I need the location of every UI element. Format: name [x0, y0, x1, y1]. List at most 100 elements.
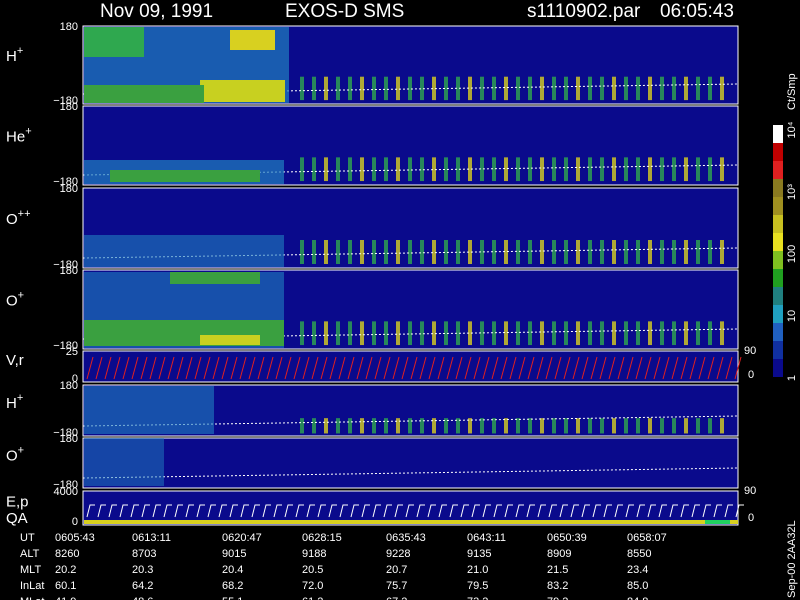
label-sup: + [17, 392, 23, 404]
colorbar-label: 10³ [786, 184, 798, 200]
streak [564, 418, 568, 434]
axis-bottom: −180 [53, 427, 78, 439]
streak [384, 321, 388, 346]
label-sup: + [18, 290, 24, 302]
streak [504, 240, 508, 264]
streak [396, 418, 400, 434]
streak [336, 240, 340, 264]
streak [336, 418, 340, 434]
streak [444, 418, 448, 434]
table-value: 8703 [132, 548, 156, 560]
streak [552, 240, 556, 264]
table-value: 0613:11 [132, 532, 171, 544]
streak [588, 157, 592, 182]
table-value: 0628:15 [302, 532, 342, 544]
streak [612, 240, 616, 264]
table-value: 0620:47 [222, 532, 262, 544]
table-value: 85.0 [627, 580, 648, 592]
streak [636, 76, 640, 101]
table-value: 0658:07 [627, 532, 667, 544]
streak [432, 240, 436, 264]
streak [588, 418, 592, 434]
streak [588, 321, 592, 346]
label-text: H [6, 48, 17, 65]
streak [528, 76, 532, 101]
streak [528, 157, 532, 182]
streak [660, 76, 664, 101]
streak [336, 321, 340, 346]
streak [708, 240, 712, 264]
streak [312, 418, 316, 434]
streak [576, 240, 580, 264]
colorbar-cell [773, 359, 783, 377]
streak [432, 321, 436, 346]
streak [600, 418, 604, 434]
streak [588, 240, 592, 264]
streak [660, 418, 664, 434]
streak [396, 157, 400, 182]
streak [348, 418, 352, 434]
instrument: EXOS-D SMS [285, 1, 404, 22]
streak [660, 240, 664, 264]
colorbar-cell [773, 197, 783, 215]
axis-right-bottom: 0 [748, 369, 754, 381]
label-sup: + [18, 445, 24, 457]
table-value: 0650:39 [547, 532, 587, 544]
streak [384, 418, 388, 434]
streak [612, 157, 616, 182]
table-label: MLT [20, 564, 41, 576]
panel-label: O+ [6, 445, 24, 465]
streak [708, 418, 712, 434]
panel-label: He+ [6, 126, 32, 146]
footer-code: Sep-00 2AA32L [786, 520, 798, 598]
streak [372, 240, 376, 264]
panel-label: O+ [6, 290, 24, 310]
streak [384, 157, 388, 182]
streak [684, 418, 688, 434]
colorbar-cell [773, 125, 783, 143]
streak [492, 76, 496, 101]
streak [564, 76, 568, 101]
streak [672, 76, 676, 101]
streak [408, 240, 412, 264]
colorbar-cell [773, 341, 783, 359]
streak [636, 157, 640, 182]
streak [684, 157, 688, 182]
streak [420, 240, 424, 264]
streak [324, 321, 328, 346]
streak [696, 157, 700, 182]
table-value: 84.8 [627, 596, 648, 600]
streak [576, 321, 580, 346]
streak [540, 418, 544, 434]
streak [720, 321, 724, 346]
streak [300, 418, 304, 434]
streak [528, 321, 532, 346]
streak [600, 321, 604, 346]
streak [468, 321, 472, 346]
table-value: 9188 [302, 548, 326, 560]
streak [468, 76, 472, 101]
streak [348, 321, 352, 346]
streak [480, 418, 484, 434]
streak [540, 157, 544, 182]
streak [552, 157, 556, 182]
colorbar-label: 10⁴ [786, 121, 798, 138]
streak [660, 321, 664, 346]
streak [480, 321, 484, 346]
colorbar-label: 10 [786, 310, 798, 322]
axis-bottom: −180 [53, 479, 78, 491]
streak [516, 76, 520, 101]
streak [384, 76, 388, 101]
table-value: 0605:43 [55, 532, 95, 544]
colorbar-cell [773, 269, 783, 287]
streak [420, 76, 424, 101]
table-value: 75.7 [386, 580, 407, 592]
colorbar-cell [773, 161, 783, 179]
table-value: 23.4 [627, 564, 648, 576]
streak [336, 157, 340, 182]
table-value: 0643:11 [467, 532, 506, 544]
streak [636, 418, 640, 434]
streak [324, 157, 328, 182]
streak [360, 157, 364, 182]
streak [540, 76, 544, 101]
